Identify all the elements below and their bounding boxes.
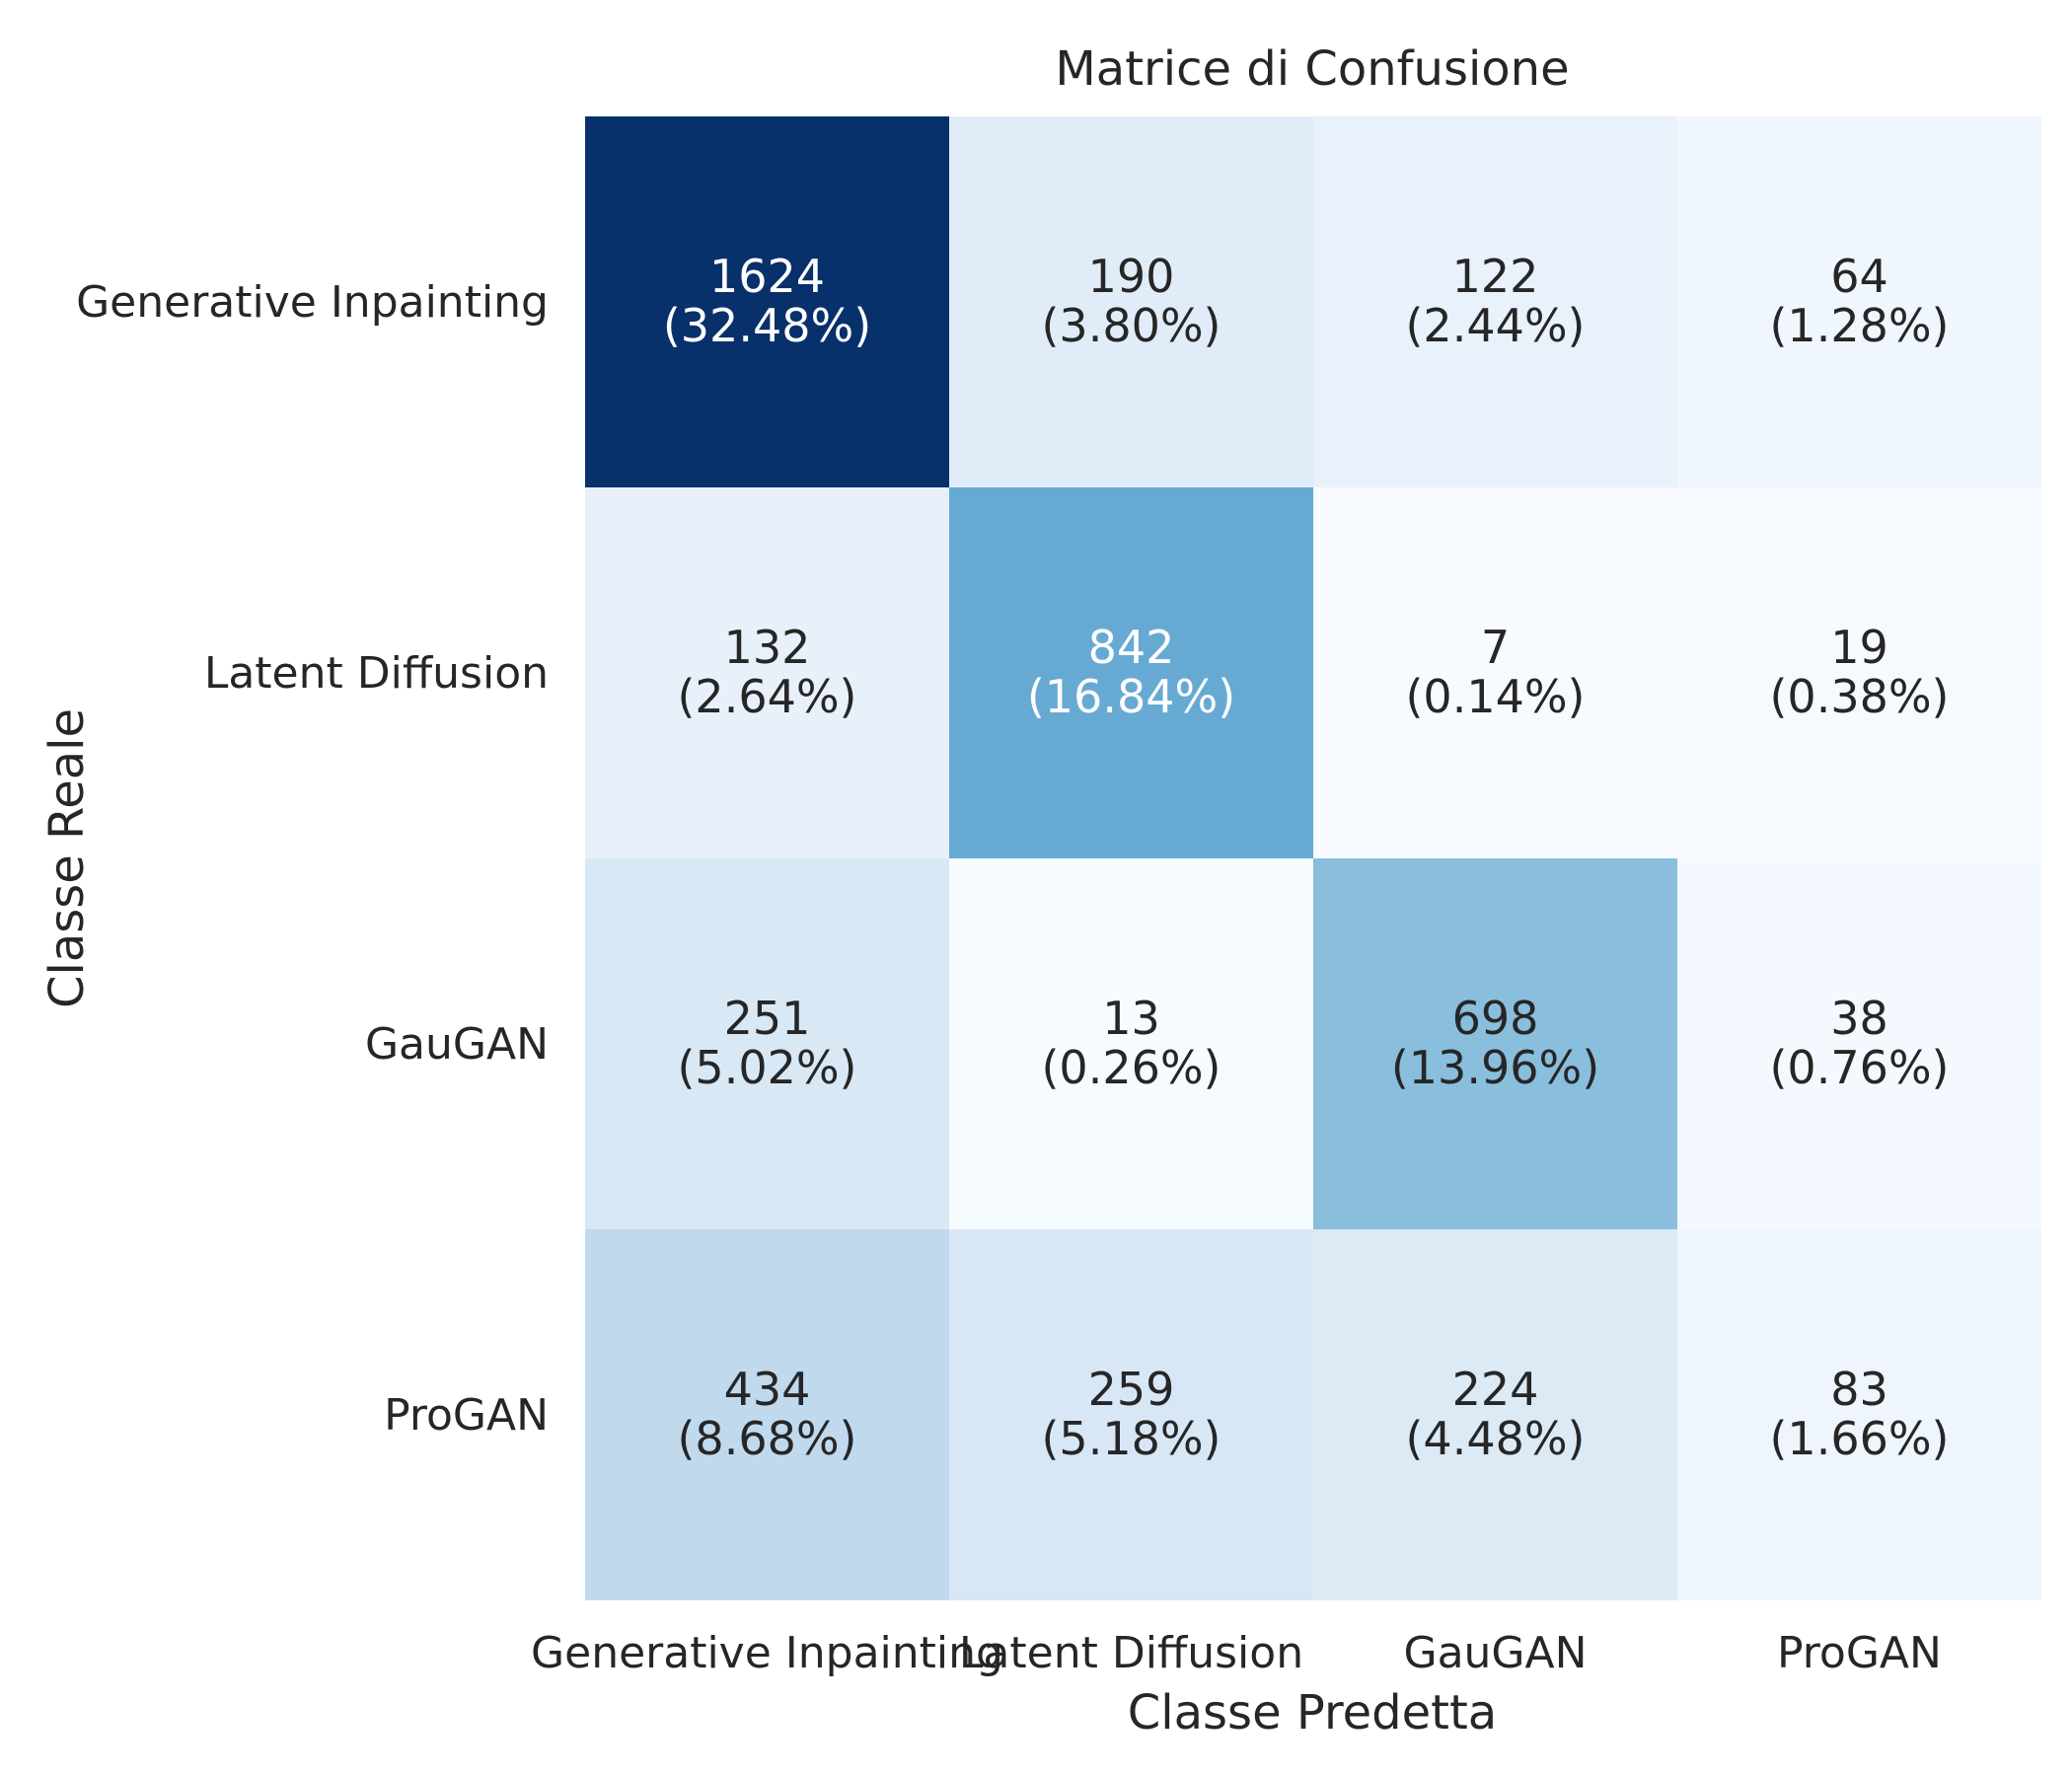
heatmap-cell-r3-c2 — [1313, 1229, 1677, 1600]
cell-count-r0-c0: 1624 — [709, 250, 825, 303]
cell-percent-r3-c3: (1.66%) — [1769, 1412, 1949, 1465]
heatmap-cell-r0-c1 — [949, 116, 1313, 487]
heatmap-cell-r3-c1 — [949, 1229, 1313, 1600]
cell-count-r3-c0: 434 — [724, 1363, 811, 1416]
heatmap-cells: 1624(32.48%) 190(3.80%) 122(2.44%) 64(1.28%… — [585, 116, 2041, 1600]
heatmap-cell-r1-c3 — [1677, 487, 2041, 858]
cell-percent-r3-c0: (8.68%) — [677, 1412, 856, 1465]
heatmap-cell-r3-c0 — [585, 1229, 949, 1600]
cell-percent-r1-c1: (16.84%) — [1027, 670, 1235, 723]
heatmap-cell-r2-c1 — [949, 858, 1313, 1229]
cell-percent-r2-c3: (0.76%) — [1769, 1041, 1949, 1094]
cell-percent-r1-c0: (2.64%) — [677, 670, 856, 723]
y-tick-label-0: Generative Inpainting — [76, 277, 549, 328]
heatmap-cell-r1-c1 — [949, 487, 1313, 858]
cell-count-r3-c3: 83 — [1830, 1363, 1888, 1416]
x-tick-label-1: Latent Diffusion — [959, 1628, 1303, 1678]
heatmap-cell-r3-c3 — [1677, 1229, 2041, 1600]
heatmap-cell-r2-c0 — [585, 858, 949, 1229]
cell-percent-r0-c0: (32.48%) — [663, 299, 871, 352]
cell-count-r3-c1: 259 — [1088, 1363, 1175, 1416]
heatmap-cell-r1-c2 — [1313, 487, 1677, 858]
cell-count-r2-c3: 38 — [1830, 992, 1888, 1045]
cell-percent-r3-c2: (4.48%) — [1405, 1412, 1585, 1465]
heatmap-cell-r2-c2 — [1313, 858, 1677, 1229]
cell-count-r3-c2: 224 — [1452, 1363, 1539, 1416]
cell-count-r0-c3: 64 — [1830, 250, 1888, 303]
cell-count-r1-c1: 842 — [1088, 621, 1175, 674]
heatmap-cell-r1-c0 — [585, 487, 949, 858]
cell-percent-r2-c1: (0.26%) — [1041, 1041, 1221, 1094]
heatmap-cell-r2-c3 — [1677, 858, 2041, 1229]
cell-count-r1-c0: 132 — [724, 621, 811, 674]
y-tick-label-3: ProGAN — [384, 1390, 549, 1441]
cell-percent-r0-c2: (2.44%) — [1405, 299, 1585, 352]
x-axis-label: Classe Predetta — [1128, 1685, 1497, 1740]
heatmap-cell-r0-c0 — [585, 116, 949, 487]
cell-percent-r0-c1: (3.80%) — [1041, 299, 1221, 352]
x-tick-label-2: GauGAN — [1403, 1628, 1587, 1678]
cell-percent-r1-c3: (0.38%) — [1769, 670, 1949, 723]
cell-count-r1-c3: 19 — [1830, 621, 1888, 674]
x-tick-label-3: ProGAN — [1777, 1628, 1942, 1678]
cell-count-r0-c2: 122 — [1452, 250, 1539, 303]
heatmap-cell-r0-c2 — [1313, 116, 1677, 487]
cell-percent-r2-c0: (5.02%) — [677, 1041, 856, 1094]
cell-percent-r0-c3: (1.28%) — [1769, 299, 1949, 352]
y-tick-label-1: Latent Diffusion — [204, 648, 549, 699]
y-tick-labels: Generative Inpainting Latent Diffusion Gau… — [76, 277, 549, 1441]
cell-count-r1-c2: 7 — [1481, 621, 1510, 674]
cell-count-r2-c1: 13 — [1102, 992, 1160, 1045]
cell-count-r2-c2: 698 — [1452, 992, 1539, 1045]
chart-title: Matrice di Confusione — [1055, 41, 1569, 97]
y-axis-label: Classe Reale — [39, 708, 95, 1008]
cell-count-r2-c0: 251 — [724, 992, 811, 1045]
heatmap-cell-r0-c3 — [1677, 116, 2041, 487]
y-tick-label-2: GauGAN — [365, 1019, 549, 1070]
cell-percent-r1-c2: (0.14%) — [1405, 670, 1585, 723]
cell-percent-r3-c1: (5.18%) — [1041, 1412, 1221, 1465]
x-tick-label-0: Generative Inpainting — [531, 1628, 1003, 1678]
cell-percent-r2-c2: (13.96%) — [1391, 1041, 1599, 1094]
cell-count-r0-c1: 190 — [1088, 250, 1175, 303]
